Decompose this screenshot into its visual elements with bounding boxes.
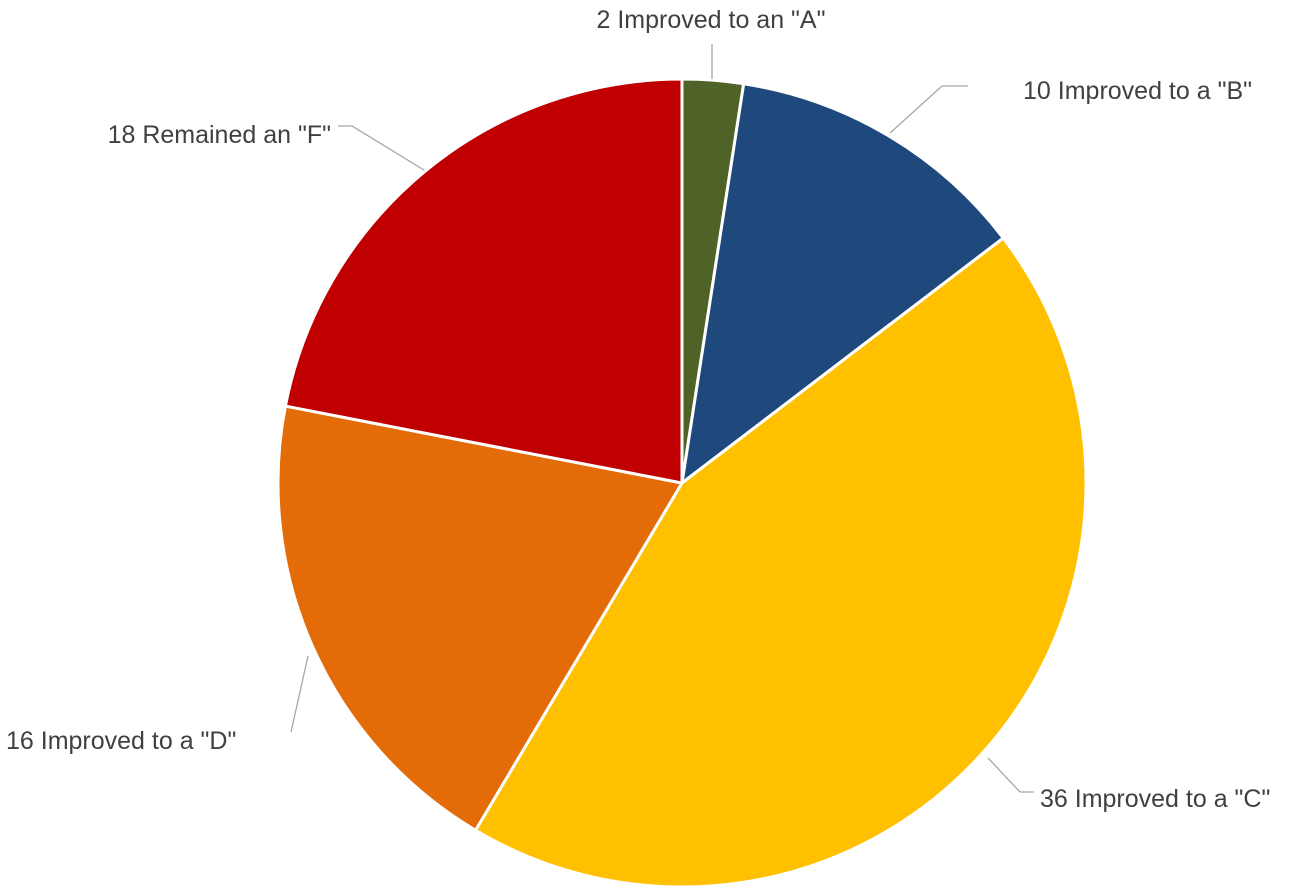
data-label-a: 2 Improved to an "A" <box>597 6 826 34</box>
slice-b <box>680 82 1005 485</box>
data-labels: 2 Improved to an "A" 10 Improved to a "B… <box>6 6 1270 813</box>
data-label-b: 10 Improved to a "B" <box>1023 77 1252 105</box>
pie-slices <box>276 77 1088 889</box>
slice-f <box>283 77 684 485</box>
data-label-d: 16 Improved to a "D" <box>6 727 236 755</box>
leader-line-f <box>338 125 425 171</box>
slice-d <box>276 404 684 832</box>
leader-line-d <box>290 655 309 733</box>
slice-c <box>474 236 1088 889</box>
leader-line-c <box>987 757 1034 793</box>
data-label-c: 36 Improved to a "C" <box>1040 785 1270 813</box>
data-label-f: 18 Remained an "F" <box>108 121 331 149</box>
leader-lines <box>290 44 1034 793</box>
leader-line-b <box>889 85 968 134</box>
